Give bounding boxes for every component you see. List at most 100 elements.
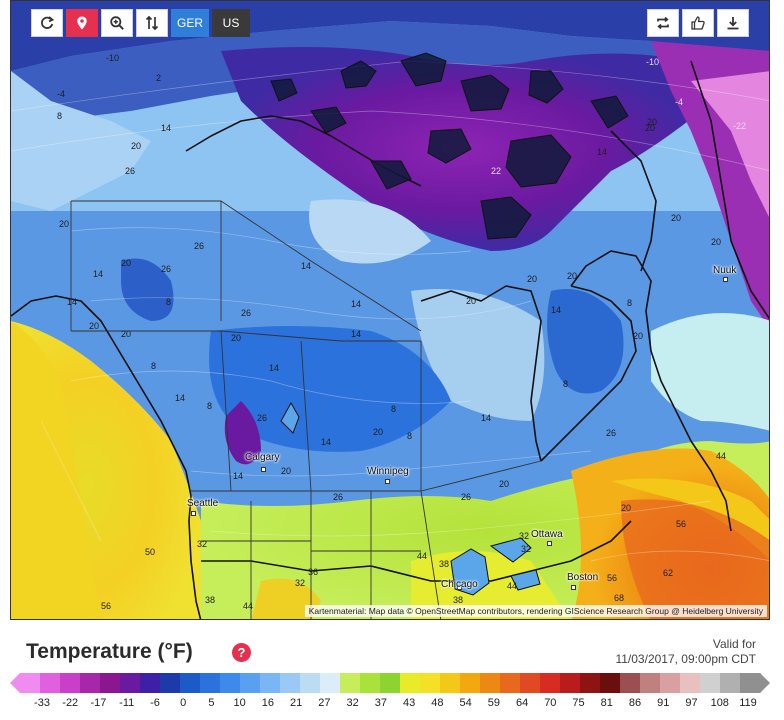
contour-label: 68 xyxy=(614,593,625,603)
contour-label: -4 xyxy=(57,89,66,99)
colorbar-segment xyxy=(120,673,141,693)
colorbar-tick-label: 86 xyxy=(628,697,642,709)
contour-label: 20 xyxy=(671,213,682,223)
colorbar-tick-label: 5 xyxy=(208,697,215,709)
contour-label: 14 xyxy=(551,305,562,315)
colorbar-tick-label: 27 xyxy=(318,697,331,709)
colorbar-segment xyxy=(360,673,381,693)
zoom-button[interactable] xyxy=(101,9,133,37)
contour-label: 20 xyxy=(621,503,632,513)
colorbar-segment xyxy=(260,673,281,693)
colorbar-tick-label: 59 xyxy=(487,697,500,709)
city-marker xyxy=(191,511,196,516)
contour-label: 8 xyxy=(151,361,157,371)
download-icon xyxy=(727,17,739,30)
colorbar-segment xyxy=(700,673,721,693)
colorbar-tick-label: 21 xyxy=(290,697,303,709)
city-label-nuuk: Nuuk xyxy=(713,265,737,276)
valid-time-block: Valid for 11/03/2017, 09:00pm CDT xyxy=(615,637,756,667)
contour-label: 14 xyxy=(161,123,172,133)
repeat-icon xyxy=(657,16,669,30)
colorbar-segment xyxy=(280,673,301,693)
colorbar-segment xyxy=(180,673,201,693)
contour-label: 14 xyxy=(175,393,186,403)
colorbar-segment xyxy=(600,673,621,693)
contour-label: 26 xyxy=(257,413,268,423)
refresh-button[interactable] xyxy=(31,9,63,37)
map-toolbar-right xyxy=(647,9,749,37)
colorbar-segment xyxy=(220,673,241,693)
contour-label: 8 xyxy=(207,401,213,411)
contour-label: 20 xyxy=(567,271,578,281)
contour-label: 8 xyxy=(391,404,397,414)
contour-label: 20 xyxy=(89,321,100,331)
colorbar-segment xyxy=(680,673,701,693)
temperature-colorbar xyxy=(10,673,770,693)
sort-arrows-icon xyxy=(145,15,159,31)
contour-label: 20 xyxy=(121,258,132,268)
weather-map[interactable]: GER US -10 2 8 14 20 26 -4 20 14 14 22 2… xyxy=(10,0,770,620)
colorbar-tick-label: -6 xyxy=(150,697,160,709)
city-label-chicago: Chicago xyxy=(441,579,478,590)
contour-label: 26 xyxy=(241,308,252,318)
contour-label: 20 xyxy=(499,479,510,489)
city-label-winnipeg: Winnipeg xyxy=(367,466,409,477)
colorbar-segment xyxy=(100,673,121,693)
city-marker xyxy=(261,467,266,472)
contour-label: 14 xyxy=(301,261,312,271)
like-button[interactable] xyxy=(682,9,714,37)
contour-label: 20 xyxy=(633,331,644,341)
contour-label: 8 xyxy=(166,297,172,307)
colorbar-segment xyxy=(80,673,101,693)
contour-label: 20 xyxy=(647,117,658,127)
contour-label: 56 xyxy=(101,601,112,611)
sort-button[interactable] xyxy=(136,9,168,37)
colorbar-segment xyxy=(740,673,761,693)
colorbar-segment xyxy=(240,673,261,693)
contour-label: 20 xyxy=(281,466,292,476)
valid-label: Valid for xyxy=(712,637,756,651)
contour-label: -22 xyxy=(733,121,747,131)
colorbar-segment xyxy=(200,673,221,693)
city-marker xyxy=(547,541,552,546)
contour-label: 62 xyxy=(663,568,674,578)
contour-label: 8 xyxy=(407,431,413,441)
contour-label: 14 xyxy=(93,269,104,279)
colorbar-tick-label: 48 xyxy=(431,697,444,709)
colorbar-tick-label: 91 xyxy=(657,697,670,709)
colorbar-segment xyxy=(540,673,561,693)
contour-label: 14 xyxy=(233,471,244,481)
colorbar-segment xyxy=(320,673,341,693)
contour-label: 20 xyxy=(645,123,656,133)
colorbar-tick-label: 43 xyxy=(402,697,416,709)
help-icon[interactable]: ? xyxy=(232,643,251,662)
contour-label: 26 xyxy=(194,241,205,251)
contour-label: -4 xyxy=(675,97,684,107)
colorbar-segment xyxy=(460,673,481,693)
colorbar-tick-label: -33 xyxy=(34,697,50,709)
colorbar-segment xyxy=(640,673,661,693)
contour-label: 32 xyxy=(521,544,532,554)
contour-label: 8 xyxy=(563,379,569,389)
contour-label: 8 xyxy=(57,111,63,121)
repeat-button[interactable] xyxy=(647,9,679,37)
contour-label: 20 xyxy=(131,141,142,151)
contour-label: 32 xyxy=(295,578,306,588)
colorbar-tick-label: 16 xyxy=(261,697,275,709)
colorbar-tick-label: 70 xyxy=(544,697,557,709)
colorbar-segment xyxy=(580,673,601,693)
ger-unit-button[interactable]: GER xyxy=(171,9,209,37)
contour-label: 38 xyxy=(439,559,450,569)
contour-label: 26 xyxy=(606,428,617,438)
colorbar-tick-label: 97 xyxy=(685,697,698,709)
contour-label: 26 xyxy=(125,166,136,176)
contour-label: 20 xyxy=(527,274,538,284)
us-unit-button[interactable]: US xyxy=(212,9,250,37)
download-button[interactable] xyxy=(717,9,749,37)
contour-label: 56 xyxy=(676,519,687,529)
colorbar-segment xyxy=(300,673,321,693)
contour-label: -10 xyxy=(106,53,120,63)
location-button[interactable] xyxy=(66,9,98,37)
contour-label: 20 xyxy=(373,427,384,437)
colorbar-segment xyxy=(340,673,361,693)
